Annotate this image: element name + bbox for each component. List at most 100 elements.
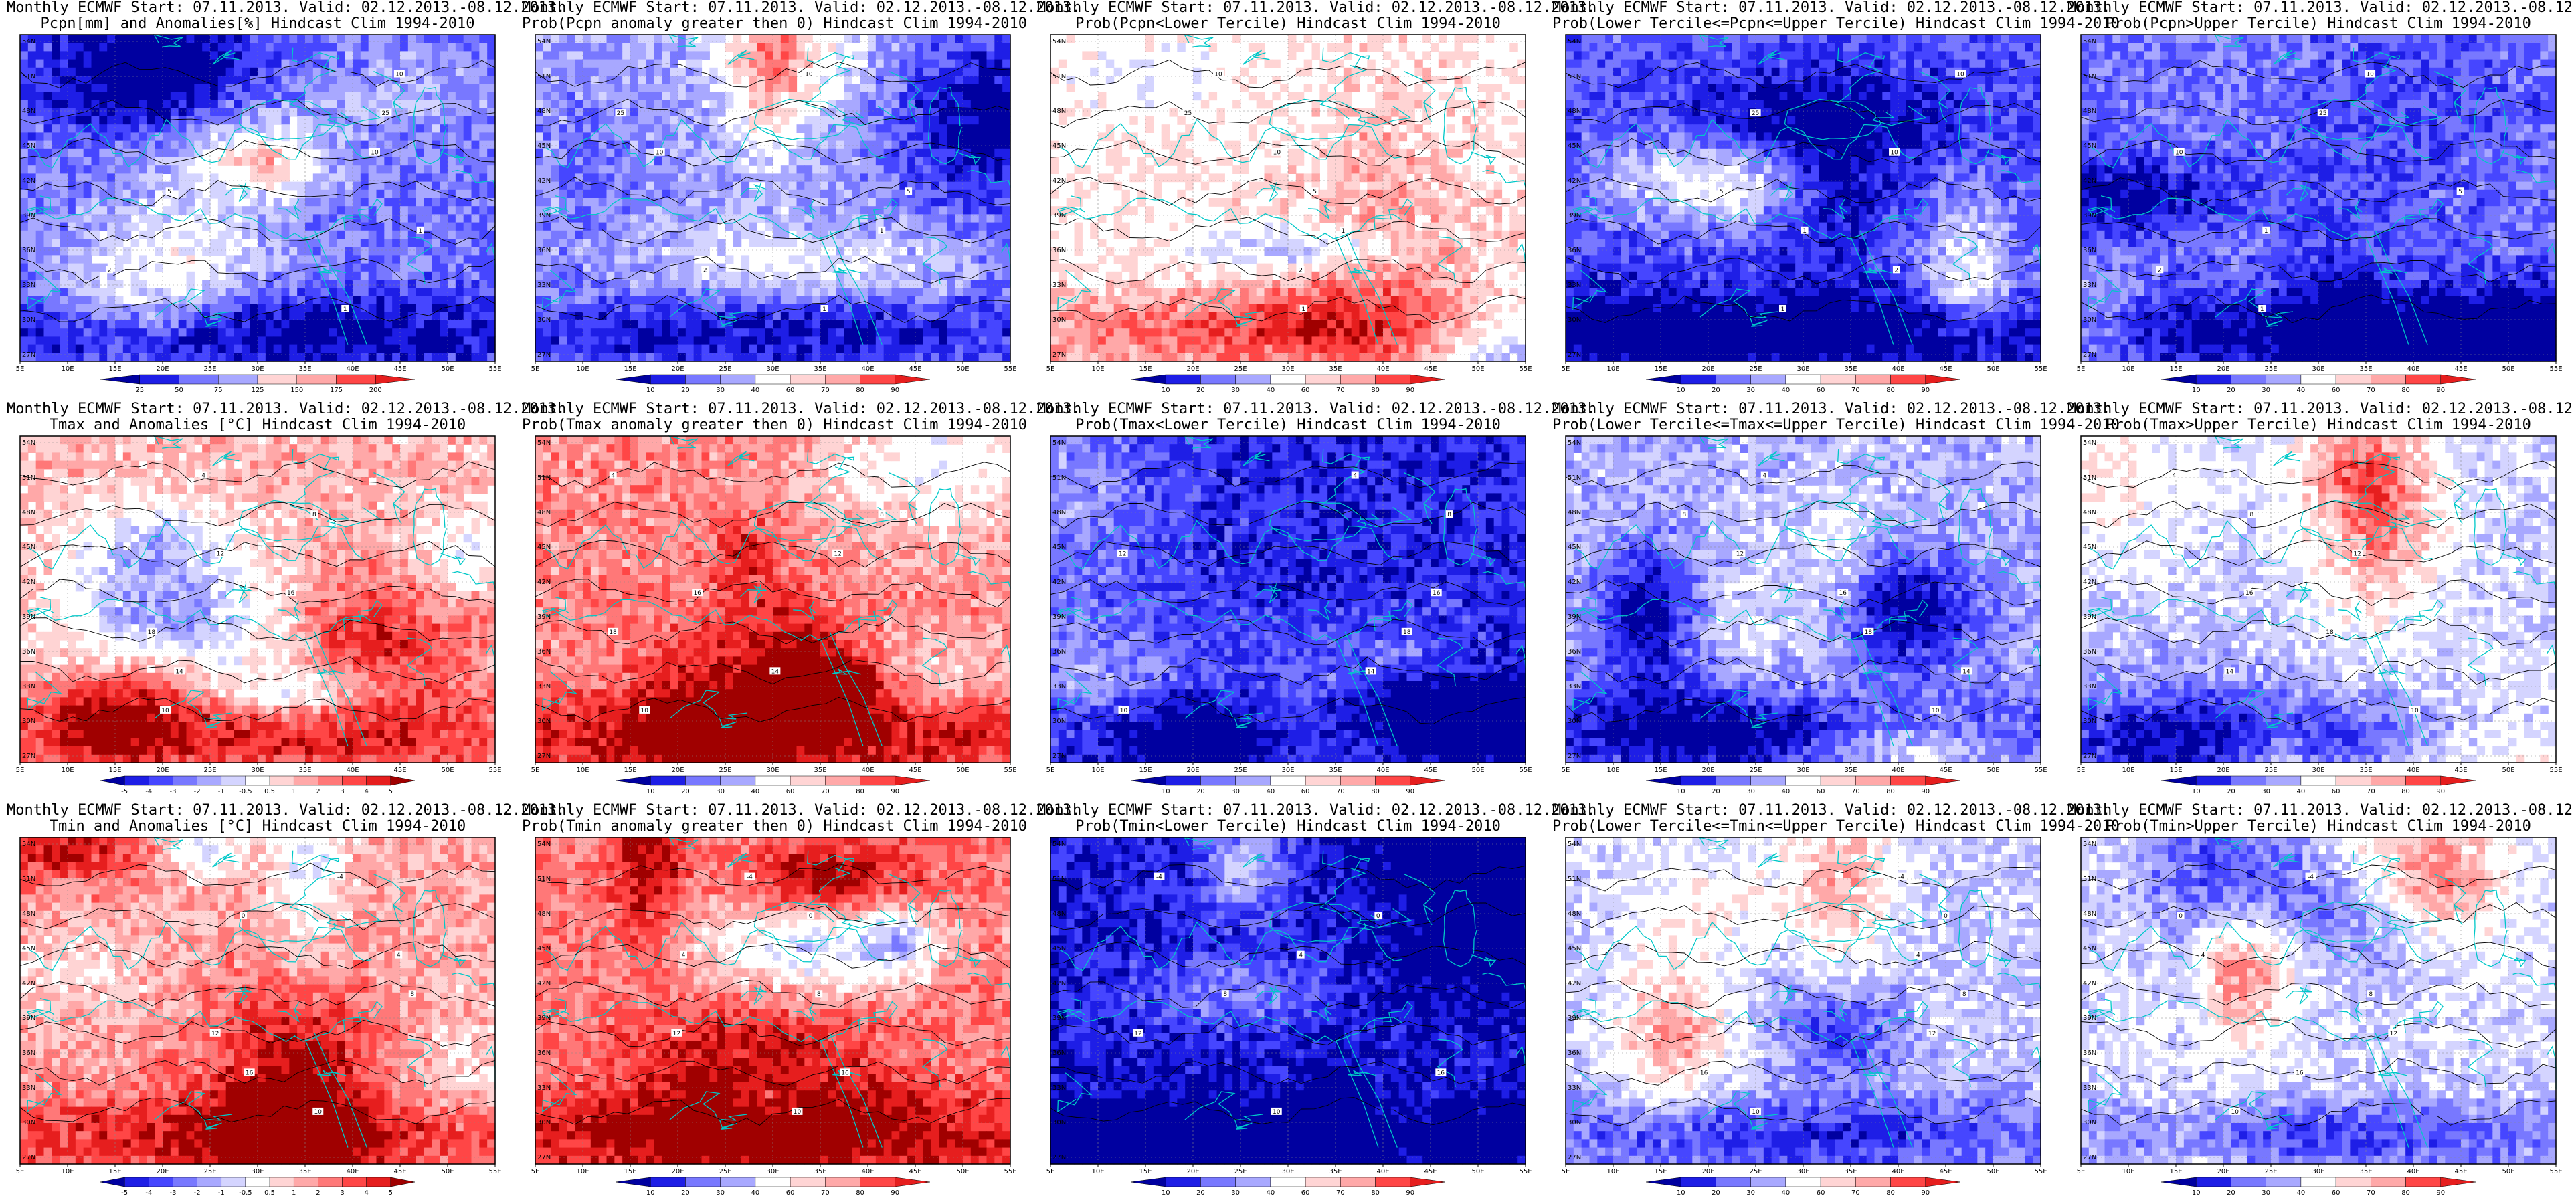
colorbar: 10 20 30 40 60 70 80 90 xyxy=(1645,374,1961,394)
lon-tick-label: 15E xyxy=(624,1168,636,1175)
contour-label: -4 xyxy=(747,874,753,881)
lon-tick-label: 50E xyxy=(441,1168,454,1175)
colorbar-tick-label: 20 xyxy=(681,1189,690,1197)
graticule xyxy=(535,35,1011,361)
contour-label: 14 xyxy=(2226,668,2234,675)
lon-tick-label: 25E xyxy=(2264,767,2277,774)
lon-tick-label: 45E xyxy=(393,767,406,774)
contour-label: 10 xyxy=(1956,72,1964,78)
colorbar-tick-label: 70 xyxy=(821,387,830,394)
graticule xyxy=(535,436,1011,763)
lon-tick-label: 50E xyxy=(956,1168,969,1175)
lon-tick-label: 25E xyxy=(719,365,731,373)
lat-tick-label: 45N xyxy=(22,142,35,150)
lon-tick-label: 5E xyxy=(531,767,540,774)
lat-tick-label: 39N xyxy=(22,212,35,219)
graticule xyxy=(1050,436,1526,763)
map-panel-tmax-prob-gt0: Monthly ECMWF Start: 07.11.2013. Valid: … xyxy=(522,401,1080,803)
coastlines-borders xyxy=(27,836,496,1148)
lon-tick-label: 25E xyxy=(1234,365,1247,373)
colorbar-tick-label: 30 xyxy=(716,788,725,795)
lon-tick-label: 50E xyxy=(1471,767,1484,774)
lat-tick-label: 33N xyxy=(1052,683,1066,690)
colorbar-tick-label: 30 xyxy=(1746,788,1755,795)
colorbar-tick-label: 30 xyxy=(1231,1189,1240,1197)
colorbar-tick-label: 90 xyxy=(891,788,899,795)
lat-tick-label: 27N xyxy=(2083,351,2096,359)
lat-tick-label: 48N xyxy=(537,108,551,115)
lon-tick-label: 45E xyxy=(393,365,406,373)
coastlines-borders xyxy=(542,33,1011,345)
colorbar-tick-label: 40 xyxy=(1782,387,1790,394)
lon-tick-label: 35E xyxy=(2359,365,2372,373)
lat-tick-label: 30N xyxy=(1052,316,1066,324)
lat-tick-label: 39N xyxy=(2083,1015,2096,1022)
lat-tick-label: 36N xyxy=(537,1049,551,1057)
lat-tick-label: 42N xyxy=(1052,579,1066,586)
lon-tick-label: 30E xyxy=(2312,767,2324,774)
contour-label: 8 xyxy=(817,991,821,998)
lat-tick-label: 51N xyxy=(22,876,35,883)
lat-tick-label: 51N xyxy=(537,876,551,883)
contour-label: 2 xyxy=(1299,267,1303,274)
colorbar-tick-label: 3 xyxy=(340,788,344,795)
lat-tick-label: 30N xyxy=(22,316,35,324)
axis-labels: 5E 10E 15E 20E 25E 30E 35E 40E 45E 50E 55E54N51N48… xyxy=(1562,38,2047,373)
lat-tick-label: 39N xyxy=(1052,1015,1066,1022)
lat-tick-label: 33N xyxy=(22,1084,35,1092)
shaded-field xyxy=(20,35,496,362)
lon-tick-label: 35E xyxy=(814,1168,826,1175)
colorbar-tick-label: 10 xyxy=(646,1189,655,1197)
colorbar-tick-label: 90 xyxy=(2436,1189,2445,1197)
lon-tick-label: 55E xyxy=(1519,1168,1532,1175)
colorbar-tick-label: 70 xyxy=(821,788,830,795)
colorbar-tick-label: 80 xyxy=(2401,1189,2410,1197)
lat-tick-label: 51N xyxy=(22,73,35,80)
colorbar-tick-label: 80 xyxy=(1371,788,1380,795)
lat-tick-label: 27N xyxy=(1568,351,1581,359)
colorbar-tick-label: 40 xyxy=(2297,1189,2306,1197)
lat-tick-label: 42N xyxy=(537,980,551,987)
contour-label: 1 xyxy=(343,306,347,313)
colorbar-tick-label: 90 xyxy=(1406,387,1414,394)
colorbar-tick-label: 90 xyxy=(1406,788,1414,795)
contour-label: 18 xyxy=(148,629,156,636)
lat-tick-label: 51N xyxy=(1568,73,1581,80)
colorbar: 10 20 30 40 60 70 80 90 xyxy=(2160,775,2476,795)
lat-tick-label: 51N xyxy=(537,73,551,80)
lon-tick-label: 20E xyxy=(1701,365,1714,373)
contour-label: 16 xyxy=(1700,1070,1708,1076)
lon-tick-label: 55E xyxy=(1004,767,1016,774)
contour-label: 12 xyxy=(1736,551,1744,558)
contour-label: 12 xyxy=(673,1031,680,1037)
lon-tick-label: 35E xyxy=(298,365,311,373)
lon-tick-label: 25E xyxy=(1234,767,1247,774)
colorbar: 10 20 30 40 60 70 80 90 xyxy=(615,374,931,394)
panel-title-line2: Prob(Tmin<Lower Tercile) Hindcast Clim 1… xyxy=(1037,819,1539,835)
colorbar-tick-label: 30 xyxy=(716,387,725,394)
lon-tick-label: 30E xyxy=(1281,767,1294,774)
axis-labels: 5E 10E 15E 20E 25E 30E 35E 40E 45E 50E 55E54N51N48… xyxy=(2077,841,2563,1175)
contour-label: 10 xyxy=(1752,1109,1760,1116)
lon-tick-label: 20E xyxy=(1701,767,1714,774)
axis-labels: 5E 10E 15E 20E 25E 30E 35E 40E 45E 50E 55E54N51N48… xyxy=(2077,439,2563,774)
lon-tick-label: 40E xyxy=(2407,1168,2419,1175)
colorbar-tick-label: -0.5 xyxy=(239,788,252,795)
panel-title-line2: Prob(Lower Tercile<=Tmin<=Upper Tercile)… xyxy=(1552,819,2120,835)
shaded-field xyxy=(1050,436,1526,763)
lon-tick-label: 10E xyxy=(1091,1168,1104,1175)
contour-label: 0 xyxy=(1376,913,1380,920)
map-panel-pcpn-prob-middle: Monthly ECMWF Start: 07.11.2013. Valid: … xyxy=(1552,0,2120,401)
contour-label: 2 xyxy=(703,267,707,274)
lat-tick-label: 45N xyxy=(2083,544,2096,551)
lat-tick-label: 30N xyxy=(2083,1119,2096,1126)
lon-tick-label: 20E xyxy=(2217,365,2229,373)
colorbar-tick-label: 30 xyxy=(2262,788,2270,795)
map-canvas: 4 8 12 16 18 14 10 5E 10E 15E 20E 25E 30E 35E 40E 45E 50… xyxy=(1562,435,2047,795)
colorbar-tick-label: 60 xyxy=(2332,387,2340,394)
contour-label: 8 xyxy=(312,512,316,518)
contour-lines: 10 25 10 5 1 2 1 xyxy=(2080,60,2557,324)
lon-tick-label: 25E xyxy=(203,365,216,373)
